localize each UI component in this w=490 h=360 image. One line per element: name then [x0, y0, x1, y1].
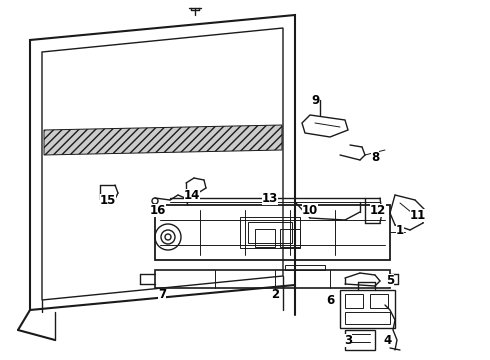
- Text: 13: 13: [262, 192, 278, 204]
- Text: 2: 2: [271, 288, 279, 302]
- Bar: [255, 229, 275, 247]
- Text: 11: 11: [410, 208, 426, 221]
- Text: 5: 5: [386, 274, 394, 287]
- Bar: [340, 290, 395, 328]
- Text: 3: 3: [344, 333, 352, 346]
- Text: 12: 12: [370, 203, 386, 216]
- Bar: [240, 217, 300, 248]
- Polygon shape: [44, 125, 282, 155]
- Text: 1: 1: [396, 224, 404, 237]
- Text: 4: 4: [384, 333, 392, 346]
- Bar: [370, 294, 388, 308]
- Bar: [280, 229, 300, 247]
- Text: 15: 15: [100, 194, 116, 207]
- Bar: [345, 330, 375, 350]
- Bar: [248, 222, 292, 243]
- Text: 10: 10: [302, 203, 318, 216]
- Text: 8: 8: [371, 150, 379, 163]
- Text: 16: 16: [150, 203, 166, 216]
- Text: 6: 6: [326, 293, 334, 306]
- Text: 14: 14: [184, 189, 200, 202]
- Bar: [345, 312, 390, 324]
- Text: 9: 9: [311, 94, 319, 107]
- Bar: [345, 294, 363, 308]
- Bar: [285, 265, 325, 270]
- Bar: [155, 270, 390, 288]
- Text: 7: 7: [158, 288, 166, 302]
